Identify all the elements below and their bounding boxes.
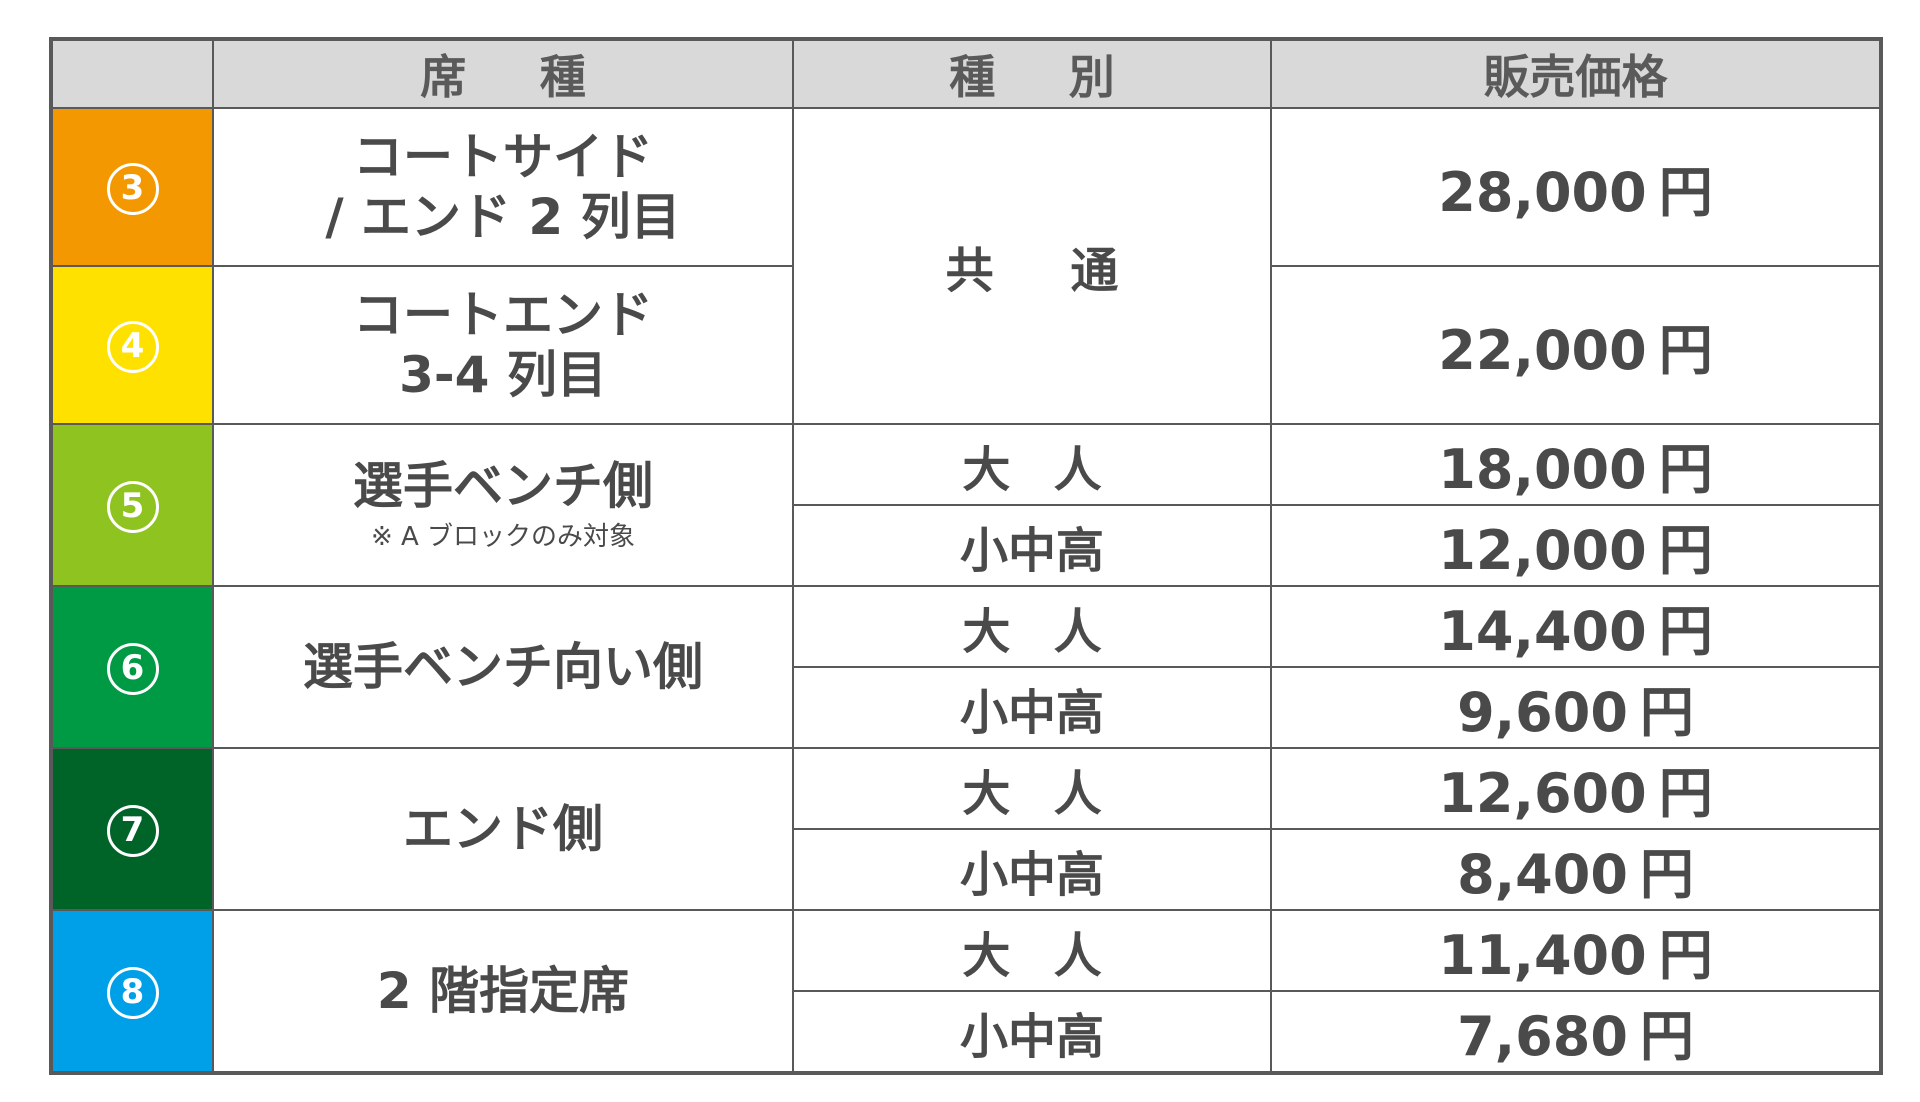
seat-name: 選手ベンチ側 ※ A ブロックのみ対象 xyxy=(212,423,794,587)
table-row: 7 エンド側 大人 12,600 円 xyxy=(50,747,1882,911)
circled-number: 5 xyxy=(106,481,159,533)
price-student: 12,000 円 xyxy=(1270,504,1882,587)
table-row: 6 選手ベンチ向い側 大人 14,400 円 xyxy=(50,585,1882,749)
category-adult: 大人 xyxy=(792,909,1272,992)
seat-name: 2 階指定席 xyxy=(212,909,794,1074)
seat-number-5: 5 xyxy=(50,423,214,587)
seat-number-6: 6 xyxy=(50,585,214,749)
table-row: 3 コートサイド / エンド 2 列目 共通 28,000 円 xyxy=(50,107,1882,425)
header-category: 種別 xyxy=(792,38,1272,109)
table-row: 小中高 7,680 円 xyxy=(51,990,1882,1074)
table-row: 小中高 12,000 円 xyxy=(51,504,1882,587)
circled-number: 7 xyxy=(106,805,159,857)
seat-note: ※ A ブロックのみ対象 xyxy=(370,522,636,553)
circled-number: 4 xyxy=(106,321,159,373)
price-adult: 12,600 円 xyxy=(1270,747,1882,830)
circled-number: 6 xyxy=(106,643,159,695)
category-common: 共通 xyxy=(792,107,1272,425)
table-row: 4 コートエンド 3-4 列目 22,000 円 xyxy=(50,265,1882,425)
category-student: 小中高 xyxy=(792,666,1272,749)
category-adult: 大人 xyxy=(792,423,1272,506)
price-student: 7,680 円 xyxy=(1270,990,1882,1074)
seat-number-3: 3 xyxy=(50,107,214,267)
table-row: 5 選手ベンチ側 ※ A ブロックのみ対象 大人 18,000 円 xyxy=(50,423,1882,587)
circled-number: 3 xyxy=(106,163,159,215)
category-adult: 大人 xyxy=(792,585,1272,668)
seat-number-8: 8 xyxy=(50,909,214,1074)
header-number xyxy=(50,38,214,109)
circled-number: 8 xyxy=(106,967,159,1019)
price-adult: 14,400 円 xyxy=(1270,585,1882,668)
seat-number-4: 4 xyxy=(50,265,214,425)
ticket-price-table: 席種 種別 販売価格 3 コートサイド / エンド 2 列目 共通 28,000… xyxy=(49,37,1883,1075)
price: 22,000 円 xyxy=(1270,265,1882,425)
category-adult: 大人 xyxy=(792,747,1272,830)
header-seat-type: 席種 xyxy=(212,38,794,109)
table-row: 小中高 9,600 円 xyxy=(51,666,1882,749)
seat-name: コートエンド 3-4 列目 xyxy=(212,265,794,425)
table-row: 小中高 8,400 円 xyxy=(51,828,1882,911)
price: 28,000 円 xyxy=(1270,107,1882,267)
price-adult: 18,000 円 xyxy=(1270,423,1882,506)
seat-name: コートサイド / エンド 2 列目 xyxy=(212,107,794,267)
price-student: 8,400 円 xyxy=(1270,828,1882,911)
seat-name: エンド側 xyxy=(212,747,794,911)
price-student: 9,600 円 xyxy=(1270,666,1882,749)
header-price: 販売価格 xyxy=(1270,38,1882,109)
table-row: 8 2 階指定席 大人 11,400 円 xyxy=(50,909,1882,1074)
category-student: 小中高 xyxy=(792,828,1272,911)
seat-number-7: 7 xyxy=(50,747,214,911)
category-student: 小中高 xyxy=(792,504,1272,587)
seat-name: 選手ベンチ向い側 xyxy=(212,585,794,749)
table-header-row: 席種 種別 販売価格 xyxy=(50,38,1882,109)
price-adult: 11,400 円 xyxy=(1270,909,1882,992)
category-student: 小中高 xyxy=(792,990,1272,1074)
